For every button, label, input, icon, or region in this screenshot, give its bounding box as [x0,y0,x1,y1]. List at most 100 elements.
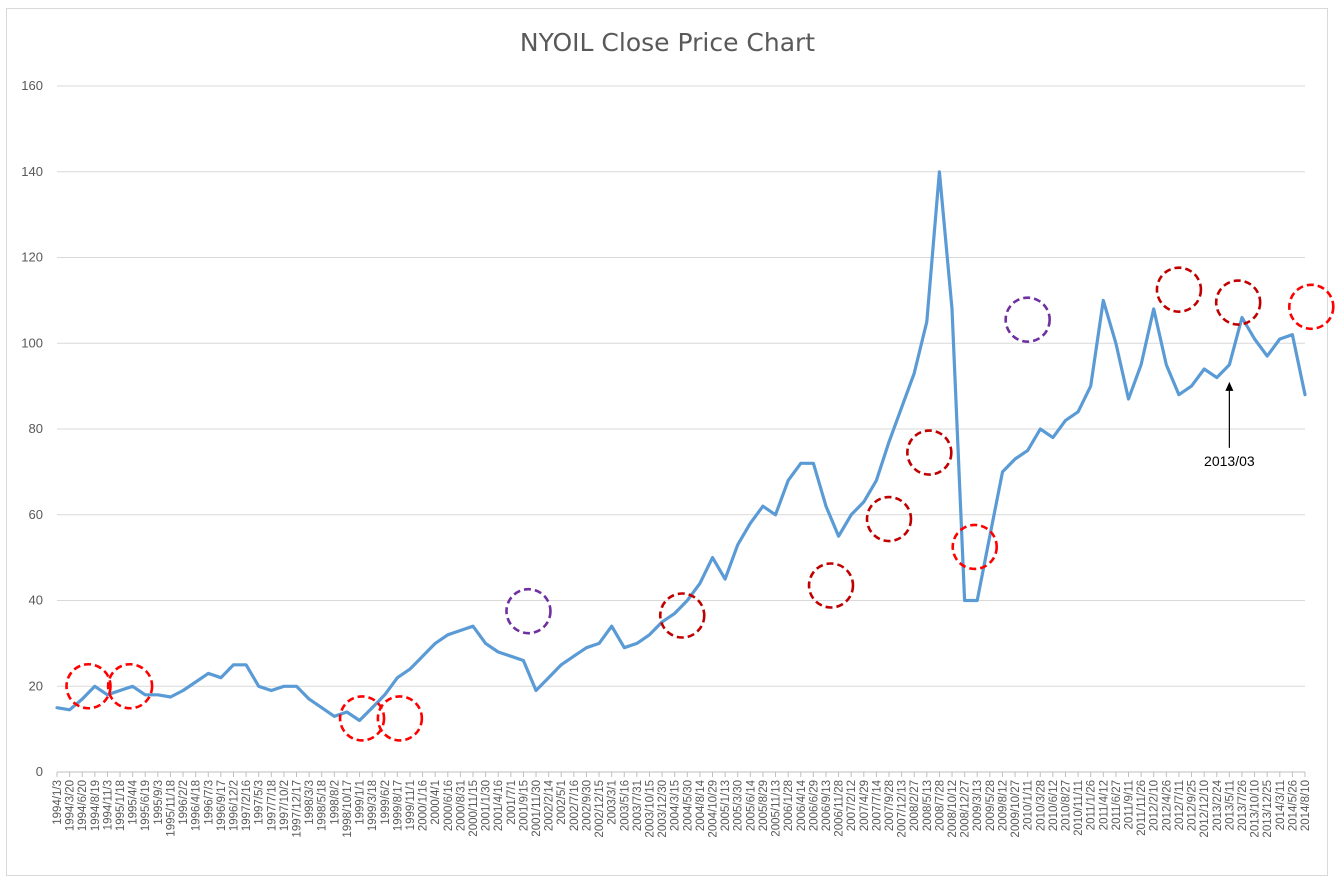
x-tick-label: 2010/11/11 [1073,780,1085,836]
x-tick-label: 2004/5/30 [682,780,694,831]
x-tick-label: 2000/4/1 [430,780,442,825]
x-tick-label: 2014/3/11 [1275,780,1287,830]
x-tick-label: 2014/8/10 [1300,780,1312,831]
x-tick-label: 2011/4/12 [1098,780,1110,830]
x-tick-label: 2006/1/28 [783,780,795,831]
x-tick-label: 2012/4/26 [1161,780,1173,831]
x-tick-label: 2009/5/28 [985,780,997,831]
y-axis-ticks: 0 20 40 60 80 100 120 140 160 [21,78,43,779]
annotation-label: 2013/03 [1204,453,1255,469]
x-tick-label: 1997/10/2 [279,780,291,831]
x-tick-label: 2003/5/16 [619,780,631,831]
x-tick-label: 1994/8/19 [90,780,102,831]
x-tick-label: 2009/10/27 [1010,780,1022,838]
x-tick-label: 2011/1/26 [1086,780,1098,830]
highlight-circle [65,662,112,710]
x-tick-label: 2005/6/14 [745,779,757,831]
x-tick-label: 1995/1/18 [115,780,127,831]
highlight-circle [505,587,552,635]
x-tick-label: 2009/8/12 [997,780,1009,831]
x-tick-label: 1998/8/2 [329,780,341,825]
chart-frame [6,8,1328,876]
x-tick-label: 2004/3/15 [670,780,682,831]
chart-title: NYOIL Close Price Chart [519,28,816,57]
highlight-circle [658,592,706,639]
x-tick-label: 1999/3/18 [367,780,379,831]
x-tick-label: 2006/4/14 [796,779,808,831]
x-tick-label: 2002/5/1 [556,780,568,825]
x-tick-label: 1999/11/1 [405,780,417,830]
x-tick-label: 2010/3/28 [1035,780,1047,831]
x-tick-label: 1995/11/18 [165,780,177,837]
x-tick-label: 2007/2/12 [846,780,858,831]
x-tick-label: 2003/3/1 [607,780,619,825]
x-tick-label: 1996/9/17 [216,780,228,831]
x-tick-label: 1995/9/3 [153,780,165,825]
x-tick-label: 1997/5/3 [254,780,266,825]
x-tick-label: 2013/5/11 [1224,780,1236,830]
x-tick-label: 2008/2/27 [909,780,921,831]
x-tick-label: 2013/2/24 [1212,779,1224,831]
x-tick-label: 2009/3/13 [972,780,984,831]
x-tick-label: 2012/2/10 [1149,780,1161,831]
x-tick-label: 2002/12/15 [594,780,606,838]
highlight-circle [1214,279,1262,326]
highlight-circle [906,429,953,476]
x-tick-label: 2005/1/13 [720,780,732,831]
x-tick-label: 1997/12/17 [292,780,304,838]
x-tick-label: 2001/11/30 [531,780,543,837]
x-tick-label: 2010/6/12 [1048,780,1060,831]
x-tick-label: 2008/10/12 [947,780,959,838]
x-tick-label: 1995/4/4 [128,779,140,824]
highlight-circle [1004,296,1051,343]
highlight-circle [807,562,855,609]
annotation-arrowhead [1225,381,1234,391]
x-tick-label: 2014/5/26 [1287,780,1299,831]
x-tick-label: 2010/8/27 [1060,780,1072,831]
x-tick-label: 2008/5/13 [922,780,934,831]
highlight-circle [1155,266,1203,313]
x-tick-label: 2006/6/29 [808,780,820,831]
x-tick-label: 2003/10/15 [644,780,656,838]
x-tick-label: 2003/7/31 [632,780,644,831]
y-tick-label: 20 [29,678,43,693]
x-tick-label: 2003/12/30 [657,780,669,838]
highlight-circle [106,662,154,710]
x-tick-label: 2000/11/15 [468,780,480,837]
highlight-circle [951,523,999,571]
x-tick-label: 2000/1/16 [418,780,430,831]
highlight-circle [865,495,913,543]
x-tick-label: 2002/9/30 [581,780,593,831]
x-tick-label: 2012/7/11 [1174,780,1186,830]
highlight-circles [65,266,1335,742]
highlight-circle [338,695,386,742]
y-tick-label: 140 [21,164,43,179]
x-tick-label: 2012/9/25 [1187,780,1199,831]
y-tick-label: 160 [21,78,43,93]
x-tick-label: 1994/1/3 [52,780,64,825]
x-tick-label: 2004/10/29 [708,780,720,838]
gridlines [57,85,1305,773]
x-tick-label: 2007/9/28 [884,780,896,831]
x-tick-label: 1999/1/1 [355,780,367,825]
x-tick-label: 2006/11/28 [834,780,846,837]
x-tick-label: 2008/12/27 [960,780,972,838]
x-tick-label: 1995/6/19 [140,780,152,831]
x-tick-label: 2001/1/30 [481,780,493,831]
x-tick-label: 2005/3/30 [733,780,745,831]
x-tick-label: 2007/12/13 [897,780,909,838]
x-tick-label: 1998/5/18 [317,780,329,831]
x-tick-label: 1996/2/2 [178,780,190,825]
x-tick-label: 1999/8/17 [392,780,404,831]
x-tick-label: 2005/8/29 [758,780,770,831]
x-tick-label: 2004/8/14 [695,779,707,831]
x-tick-label: 2007/4/29 [859,780,871,831]
x-tick-label: 2001/4/16 [493,780,505,831]
y-tick-label: 120 [21,250,43,265]
x-tick-label: 2002/7/16 [569,780,581,831]
annotations: 2013/03 [1204,381,1255,469]
x-tick-label: 2000/8/31 [455,780,467,831]
y-tick-label: 80 [29,421,43,436]
x-tick-label: 2008/7/28 [934,780,946,831]
x-tick-label: 2000/6/16 [443,780,455,831]
